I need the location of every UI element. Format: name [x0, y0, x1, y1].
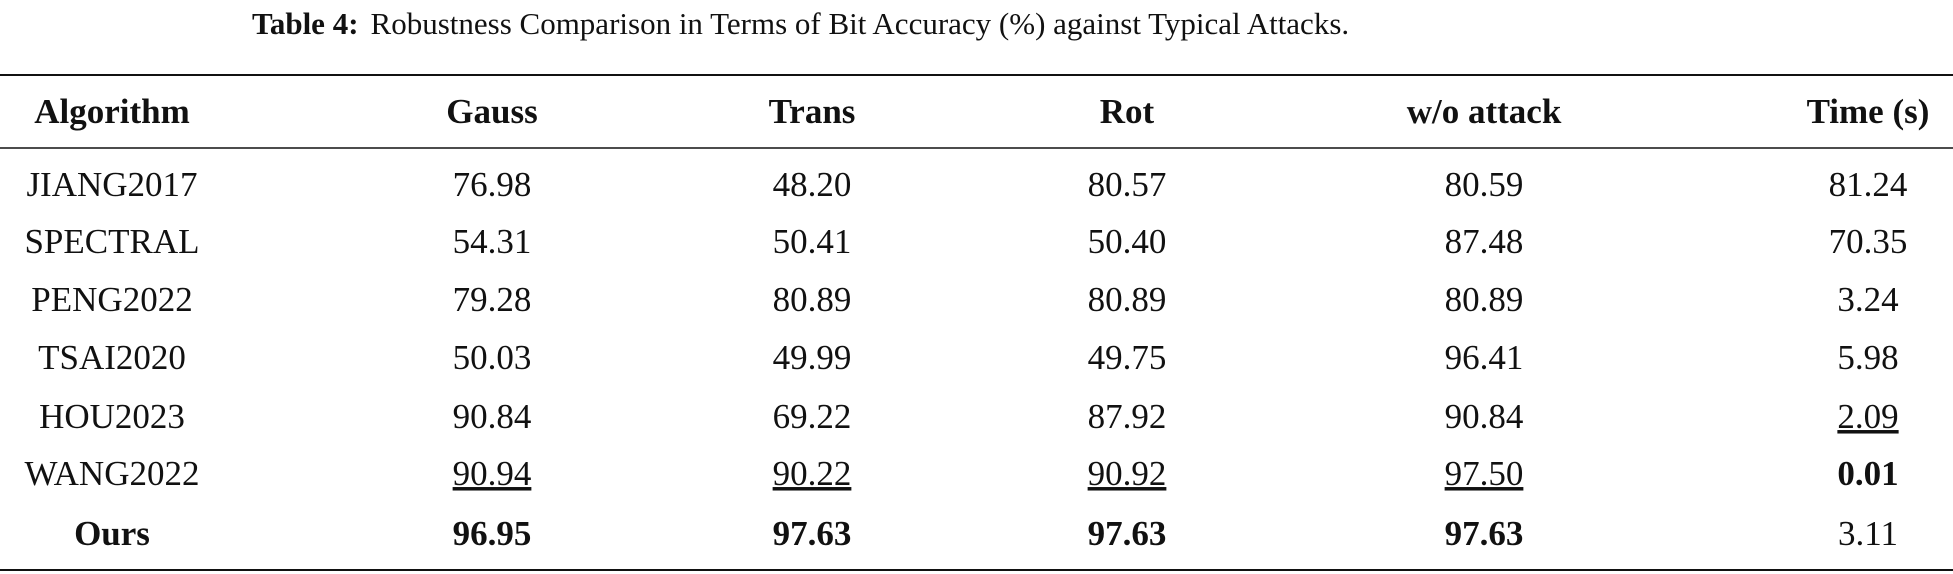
row-label: PENG2022: [31, 280, 192, 319]
cell: 90.84: [1445, 397, 1524, 436]
row-label: Ours: [74, 514, 150, 553]
header-cell: w/o attack: [1407, 92, 1562, 131]
cell: 80.89: [773, 280, 852, 319]
header-cell: Time (s): [1807, 92, 1930, 131]
cell: 80.89: [1088, 280, 1167, 319]
cell: 70.35: [1829, 222, 1908, 261]
cell: 87.48: [1445, 222, 1524, 261]
table-body: Algorithm Gauss Trans Rot w/o attack Time (s)…: [24, 92, 1929, 553]
cell: 50.40: [1088, 222, 1167, 261]
cell: 50.41: [773, 222, 852, 261]
cell: 5.98: [1837, 338, 1898, 377]
cell: 96.41: [1445, 338, 1524, 377]
cell: 97.63: [1088, 514, 1167, 553]
row-label: TSAI2020: [38, 338, 186, 377]
cell: 90.84: [453, 397, 532, 436]
cell: 69.22: [773, 397, 852, 436]
cell: 80.59: [1445, 165, 1524, 204]
cell: 80.57: [1088, 165, 1167, 204]
row-label: HOU2023: [39, 397, 185, 436]
cell: 3.11: [1838, 514, 1898, 553]
cell: 80.89: [1445, 280, 1524, 319]
header-cell: Gauss: [446, 92, 537, 131]
cell: 97.63: [1445, 514, 1524, 553]
cell: 49.99: [773, 338, 852, 377]
row-label: JIANG2017: [26, 165, 197, 204]
row-label: WANG2022: [25, 454, 200, 493]
caption-label: Table 4:: [252, 6, 359, 41]
cell: 90.92: [1088, 454, 1167, 493]
caption: Table 4: Robustness Comparison in Terms o…: [252, 6, 1349, 41]
cell: 96.95: [453, 514, 532, 553]
cell: 2.09: [1837, 397, 1898, 436]
cell: 81.24: [1829, 165, 1908, 204]
cell: 0.01: [1837, 454, 1898, 493]
header-cell: Rot: [1100, 92, 1155, 131]
cell: 49.75: [1088, 338, 1167, 377]
cell: 87.92: [1088, 397, 1167, 436]
cell: 76.98: [453, 165, 532, 204]
cell: 97.63: [773, 514, 852, 553]
cell: 3.24: [1837, 280, 1898, 319]
header-cell: Algorithm: [34, 92, 190, 131]
cell: 97.50: [1445, 454, 1524, 493]
cell: 48.20: [773, 165, 852, 204]
cell: 90.94: [453, 454, 532, 493]
row-label: SPECTRAL: [24, 222, 199, 261]
caption-text: Robustness Comparison in Terms of Bit Ac…: [371, 6, 1350, 41]
cell: 54.31: [453, 222, 532, 261]
cell: 79.28: [453, 280, 532, 319]
header-cell: Trans: [769, 92, 856, 131]
cell: 90.22: [773, 454, 852, 493]
cell: 50.03: [453, 338, 532, 377]
